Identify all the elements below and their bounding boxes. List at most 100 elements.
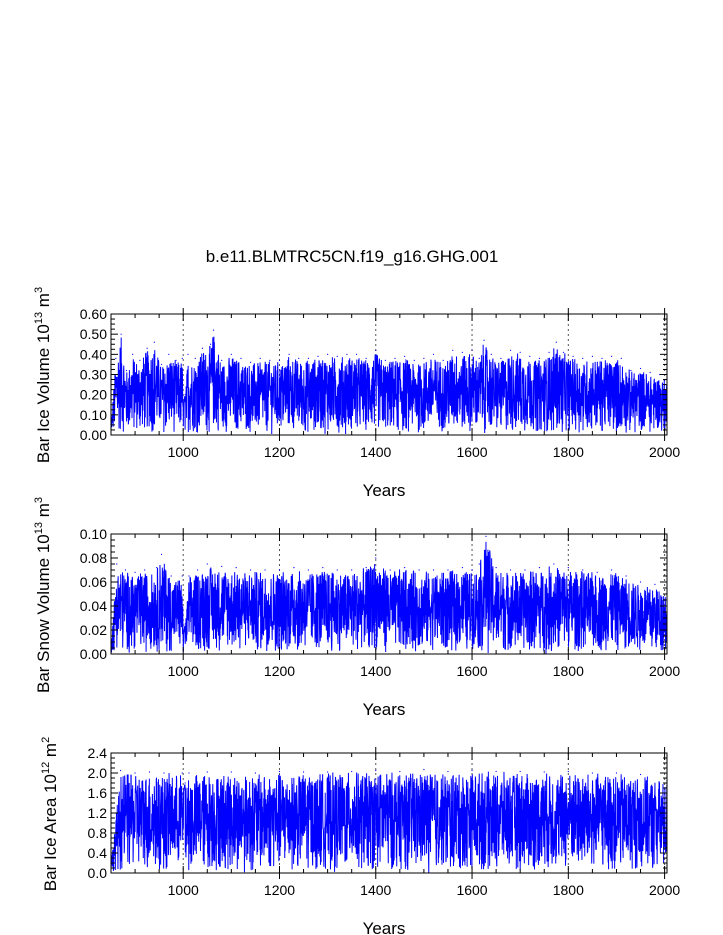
- panel-1-envelope-point-32: [346, 353, 348, 355]
- panel-1-envelope-point-35: [375, 349, 377, 351]
- panel-2-envelope-point-9: [182, 635, 184, 637]
- panel-2-envelope-point-1: [116, 563, 118, 565]
- panel-3-xtick-label-4: 1800: [553, 882, 584, 898]
- panel-1-envelope-point-43: [452, 349, 454, 351]
- panel-3-xtick-label-0: 1000: [168, 882, 199, 898]
- panel-2-ylabel-mid: m: [34, 503, 53, 522]
- panel-3-envelope-point-5: [181, 772, 183, 774]
- panel-1-plot: 1000 1200 1400 1600 1800 2000 0.00 0.10 0.20 0.30…: [80, 306, 681, 460]
- panel-3-envelope-point-2: [134, 772, 136, 774]
- panel-1-envelope-point-31: [336, 355, 338, 357]
- panel-1-envelope-point-36: [384, 359, 386, 361]
- panel-1-envelope-point-8: [160, 363, 163, 366]
- panel-1-series-line-0: [110, 336, 668, 435]
- panel-1-envelope-point-63: [630, 369, 632, 372]
- panel-3-envelope-point-12: [278, 770, 281, 773]
- panel-2-envelope-point-27: [404, 567, 406, 569]
- panel-2-envelope-point-19: [293, 567, 295, 569]
- panel-1-envelope-point-1: [115, 357, 117, 359]
- panel-1-envelope-point-47: [483, 339, 485, 341]
- panel-2-envelope-point-31: [461, 567, 464, 569]
- panel-3-envelope-point-4: [163, 772, 165, 774]
- panel-1-ytick-label-0: 0.00: [80, 427, 107, 443]
- panel-2-envelope-point-4: [144, 569, 146, 571]
- panel-3-envelope-point-9: [206, 771, 208, 773]
- panel-1-envelope-point-46: [478, 357, 480, 359]
- panel-1-envelope-point-12: [182, 404, 184, 406]
- panel-1-xlabel: Years: [363, 481, 406, 500]
- panel-2-xtick-label-0: 1000: [168, 663, 199, 679]
- panel-1-envelope-point-52: [529, 355, 531, 357]
- panel-2-envelope-point-14: [221, 565, 223, 568]
- panel-2-envelope-point-28: [418, 569, 420, 571]
- panel-3-envelope-point-7: [184, 782, 186, 784]
- panel-3-envelope-point-19: [447, 770, 449, 773]
- panel-1-envelope-point-60: [601, 357, 603, 359]
- panel-1-ylabel: Bar Ice Volume 1013 m3: [33, 287, 53, 463]
- panel-1-envelope-point-7: [153, 341, 155, 343]
- panel-1-envelope-point-58: [582, 357, 584, 359]
- panel-2-envelope-point-40: [567, 567, 569, 569]
- panel-2-envelope-point-35: [495, 567, 497, 569]
- panel-2-ylabel: Bar Snow Volume 1013 m3: [33, 497, 53, 693]
- panel-2-ytick-label-3: 0.06: [80, 574, 107, 590]
- panel-3-envelope-point-10: [230, 771, 232, 773]
- panel-2-xtick-label-1: 1200: [264, 663, 295, 679]
- panel-2-xtick-label-3: 1600: [456, 663, 487, 679]
- panel-1-envelope-point-10: [175, 359, 177, 361]
- panel-2-envelope-point-39: [553, 563, 555, 565]
- panel-2-ylabel-main: Bar Snow Volume 10: [34, 534, 53, 693]
- panel-2-ytick-label-1: 0.02: [80, 622, 107, 638]
- panel-3-envelope-point-11: [254, 772, 257, 774]
- panel-1-ylabel-mid: m: [34, 293, 53, 312]
- panel-1-envelope-point-24: [269, 359, 271, 361]
- panel-1-ytick-label-4: 0.40: [80, 346, 107, 362]
- panel-3-envelope-point-26: [615, 772, 618, 774]
- panel-2-xlabel: Years: [363, 700, 406, 719]
- panel-3-envelope-point-1: [120, 769, 122, 772]
- panel-3-plot: 1000 1200 1400 1600 1800 2000 0.0 0.4 0.8 1.2 1.6 2…: [88, 745, 681, 898]
- panel-1-envelope-point-5: [139, 359, 141, 361]
- panel-3-ytick-label-3: 1.2: [88, 805, 108, 821]
- panel-2-ytick-label-2: 0.04: [80, 598, 107, 614]
- panel-1-envelope-point-48: [490, 353, 492, 355]
- panel-ice-area: 1000 1200 1400 1600 1800 2000 0.0 0.4 0.8 1.2 1.6 2…: [40, 737, 680, 935]
- panel-1-envelope-point-64: [639, 367, 642, 370]
- panel-2-xtick-label-4: 1800: [553, 663, 584, 679]
- panel-2-envelope-point-36: [509, 569, 512, 571]
- panel-1-envelope-point-65: [649, 371, 651, 374]
- panel-1-envelope-point-40: [423, 357, 425, 359]
- panel-3-envelope-point-16: [375, 769, 377, 772]
- panel-1-envelope-point-20: [230, 353, 232, 355]
- panel-1-envelope-point-17: [210, 343, 212, 345]
- panel-3-ytick-label-5: 2.0: [88, 765, 108, 781]
- panel-3-envelope-point-3: [148, 771, 151, 773]
- panel-1-ylabel-exp2: 3: [33, 287, 45, 293]
- panel-2-envelope-point-23: [351, 569, 353, 571]
- panel-1-envelope-point-23: [259, 357, 261, 359]
- panel-1-envelope-point-9: [168, 353, 170, 355]
- panel-2-envelope-point-30: [447, 569, 449, 571]
- panel-2-envelope-point-38: [538, 567, 541, 569]
- panel-1-envelope-point-16: [201, 347, 204, 349]
- panel-2-ytick-label-4: 0.08: [80, 550, 107, 566]
- panel-1-envelope-point-13: [184, 394, 186, 396]
- panel-1-envelope-point-25: [278, 359, 281, 361]
- panel-1-envelope-point-4: [132, 353, 134, 355]
- panel-3-envelope-point-24: [567, 770, 569, 773]
- panel-1-envelope-point-18: [212, 329, 215, 331]
- panel-2-envelope-point-3: [134, 571, 136, 574]
- panel-2-envelope-point-43: [611, 569, 613, 571]
- panel-2-envelope-point-18: [278, 569, 281, 571]
- panel-1-ylabel-exp1: 13: [33, 312, 45, 324]
- panel-2-envelope-point-26: [389, 569, 391, 571]
- panel-3-xtick-label-2: 1400: [360, 882, 391, 898]
- panel-3-envelope-point-18: [423, 768, 425, 771]
- panel-3-xtick-label-1: 1200: [264, 882, 295, 898]
- panel-2-envelope-point-17: [264, 569, 266, 571]
- panel-3-xtick-label-3: 1600: [456, 882, 487, 898]
- panel-1-ytick-label-1: 0.10: [80, 407, 107, 423]
- panel-2-envelope-point-6: [160, 553, 163, 556]
- panel-2-envelope-point-16: [250, 569, 252, 571]
